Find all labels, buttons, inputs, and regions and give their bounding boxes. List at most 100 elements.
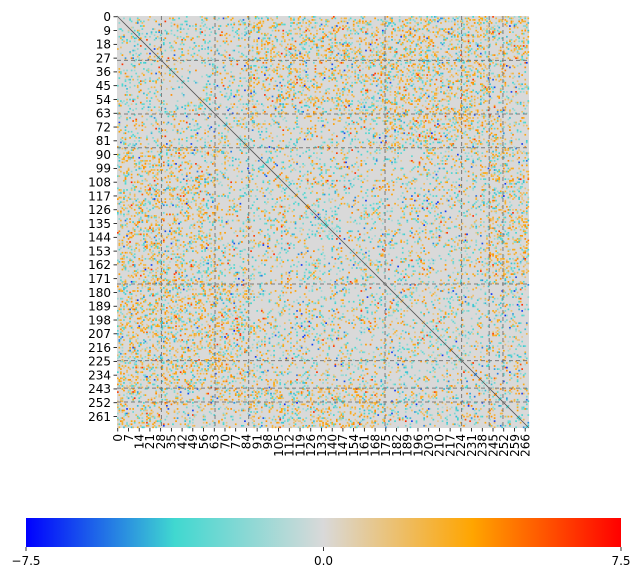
heatmap-cell [144,81,147,84]
heatmap-cell [139,297,142,300]
heatmap-cell [129,325,131,328]
heatmap-cell [363,58,366,61]
heatmap-cell [143,401,145,404]
heatmap-cell [181,325,184,328]
heatmap-cell [241,20,243,23]
heatmap-cell [179,233,182,236]
heatmap-cell [348,52,350,55]
heatmap-cell [395,63,398,66]
heatmap-cell [167,360,170,363]
heatmap-cell [481,83,484,86]
heatmap-cell [449,71,452,73]
heatmap-cell [133,270,136,272]
heatmap-cell [320,40,323,43]
heatmap-cell [150,241,153,243]
heatmap-cell [135,273,138,275]
heatmap-cell [182,28,185,30]
heatmap-cell [173,221,176,223]
heatmap-cell [411,80,413,83]
heatmap-cell [389,46,392,49]
heatmap-cell [161,326,164,329]
heatmap-cell [130,187,133,190]
heatmap-cell [175,244,177,246]
heatmap-cell [225,37,228,40]
heatmap-cell [179,253,182,256]
heatmap-cell [143,339,145,341]
heatmap-cell [486,32,488,35]
heatmap-cell [176,288,179,291]
heatmap-cell [135,204,138,207]
heatmap-cell [182,250,185,253]
heatmap-cell [153,378,156,381]
heatmap-cell [513,48,516,50]
heatmap-cell [144,316,147,318]
heatmap-cell [302,19,304,21]
heatmap-cell [169,17,171,20]
heatmap-cell [267,19,269,21]
heatmap-cell [181,257,184,260]
heatmap-cell [478,16,481,18]
heatmap-cell [504,69,507,72]
heatmap-cell [126,421,128,424]
heatmap-cell [328,51,331,53]
heatmap-cell [159,110,162,113]
heatmap-cell [250,71,252,73]
heatmap-cell [162,121,165,124]
heatmap-cell [118,77,121,79]
heatmap-cell [172,365,174,367]
heatmap-cell [162,38,165,41]
heatmap-cell [184,112,187,115]
heatmap-cell [204,58,206,61]
heatmap-cell [527,40,530,43]
heatmap-cell [409,84,412,87]
heatmap-cell [185,210,188,213]
heatmap-cell [138,29,141,32]
heatmap-cell [270,49,272,52]
heatmap-cell [267,48,269,50]
heatmap-cell [509,43,511,46]
heatmap-cell [126,75,128,78]
heatmap-cell [138,218,141,220]
heatmap-cell [117,175,119,177]
heatmap-cell [325,57,327,60]
heatmap-cell [141,124,144,127]
heatmap-cell [170,231,173,234]
heatmap-cell [161,388,164,390]
heatmap-cell [450,28,453,30]
heatmap-cell [126,42,128,44]
heatmap-cell [358,20,361,23]
heatmap-cell [354,78,357,81]
heatmap-cell [470,52,473,55]
heatmap-cell [443,37,445,40]
heatmap-cell [420,57,422,60]
heatmap-cell [447,31,450,33]
heatmap-cell [306,19,309,21]
heatmap-cell [120,343,122,346]
heatmap-cell [417,43,419,46]
heatmap-cell [457,20,459,23]
heatmap-cell [182,199,185,202]
heatmap-cell [166,31,168,33]
heatmap-cell [158,159,161,162]
heatmap-cell [146,233,148,236]
heatmap-cell [426,17,429,20]
heatmap-cell [273,55,275,58]
heatmap-cell [149,244,151,246]
heatmap-cell [274,84,277,87]
heatmap-cell [187,186,190,188]
heatmap-cell [150,279,153,282]
heatmap-cell [178,314,180,317]
heatmap-cell [155,244,157,246]
heatmap-cell [481,84,484,87]
heatmap-cell [130,176,133,179]
heatmap-cell [406,40,409,43]
heatmap-cell [118,356,121,358]
heatmap-cell [126,414,128,416]
heatmap-cell [336,80,338,83]
heatmap-cell [155,235,157,237]
heatmap-cell [147,106,150,109]
heatmap-cell [152,259,154,262]
heatmap-cell [147,172,150,174]
heatmap-cell [225,32,228,35]
heatmap-cell [358,43,361,46]
